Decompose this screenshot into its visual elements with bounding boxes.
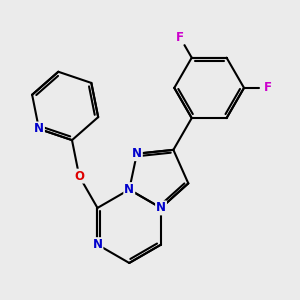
Text: O: O xyxy=(74,169,84,183)
Text: N: N xyxy=(124,183,134,196)
Text: F: F xyxy=(176,31,184,44)
Text: N: N xyxy=(132,147,142,160)
Text: N: N xyxy=(34,122,44,136)
Text: F: F xyxy=(264,81,272,94)
Text: N: N xyxy=(156,201,166,214)
Text: N: N xyxy=(92,238,103,251)
